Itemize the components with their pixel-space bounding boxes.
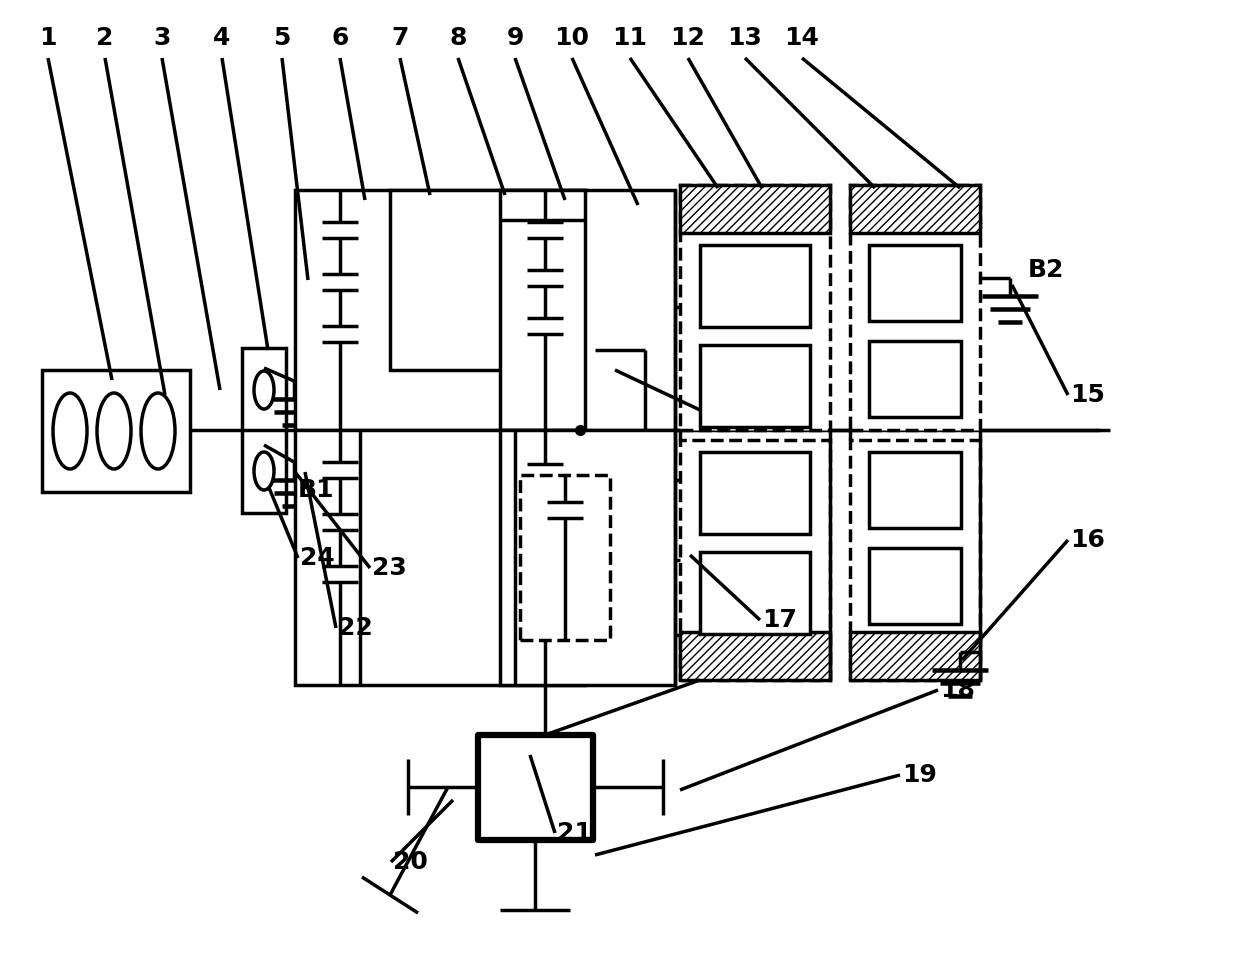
Bar: [500, 190, 675, 430]
Text: 15: 15: [1070, 383, 1105, 407]
Bar: [42, 370, 190, 492]
Text: 10: 10: [554, 26, 589, 50]
Bar: [701, 245, 810, 327]
Bar: [869, 452, 961, 528]
Text: 23: 23: [372, 556, 407, 580]
Ellipse shape: [254, 371, 274, 409]
Text: 20: 20: [393, 850, 428, 874]
Bar: [701, 452, 810, 534]
Bar: [242, 348, 286, 513]
Bar: [849, 440, 980, 680]
Bar: [500, 430, 675, 685]
Bar: [701, 345, 810, 427]
Text: 13: 13: [728, 26, 763, 50]
Text: 8: 8: [449, 26, 466, 50]
Text: 5: 5: [273, 26, 290, 50]
Text: 17: 17: [763, 608, 797, 632]
Bar: [701, 552, 810, 634]
Text: 21: 21: [557, 821, 591, 845]
Bar: [680, 185, 830, 430]
Text: 18: 18: [940, 678, 975, 702]
Ellipse shape: [53, 393, 87, 469]
Text: 14: 14: [785, 26, 820, 50]
Text: 16: 16: [1070, 528, 1105, 552]
Text: 19: 19: [901, 763, 937, 787]
Bar: [680, 185, 830, 233]
Bar: [680, 440, 830, 680]
Text: 11: 11: [613, 26, 647, 50]
Text: 2: 2: [97, 26, 114, 50]
Text: 3: 3: [154, 26, 171, 50]
Text: B2: B2: [1028, 258, 1064, 282]
Text: 9: 9: [506, 26, 523, 50]
Text: 7: 7: [392, 26, 409, 50]
Bar: [869, 245, 961, 321]
Bar: [520, 475, 610, 640]
Bar: [849, 632, 980, 680]
Bar: [849, 185, 980, 233]
Bar: [849, 185, 980, 430]
Ellipse shape: [97, 393, 131, 469]
Bar: [680, 632, 830, 680]
Bar: [295, 190, 585, 430]
Text: B1: B1: [298, 478, 335, 502]
Ellipse shape: [254, 452, 274, 490]
Text: 24: 24: [300, 546, 335, 570]
Bar: [477, 735, 593, 840]
Text: 6: 6: [331, 26, 348, 50]
Text: 12: 12: [671, 26, 706, 50]
Bar: [869, 548, 961, 624]
Ellipse shape: [141, 393, 175, 469]
Bar: [869, 341, 961, 417]
Bar: [391, 190, 585, 370]
Bar: [295, 430, 585, 685]
Text: 22: 22: [339, 616, 373, 640]
Text: 4: 4: [213, 26, 231, 50]
Text: 1: 1: [40, 26, 57, 50]
